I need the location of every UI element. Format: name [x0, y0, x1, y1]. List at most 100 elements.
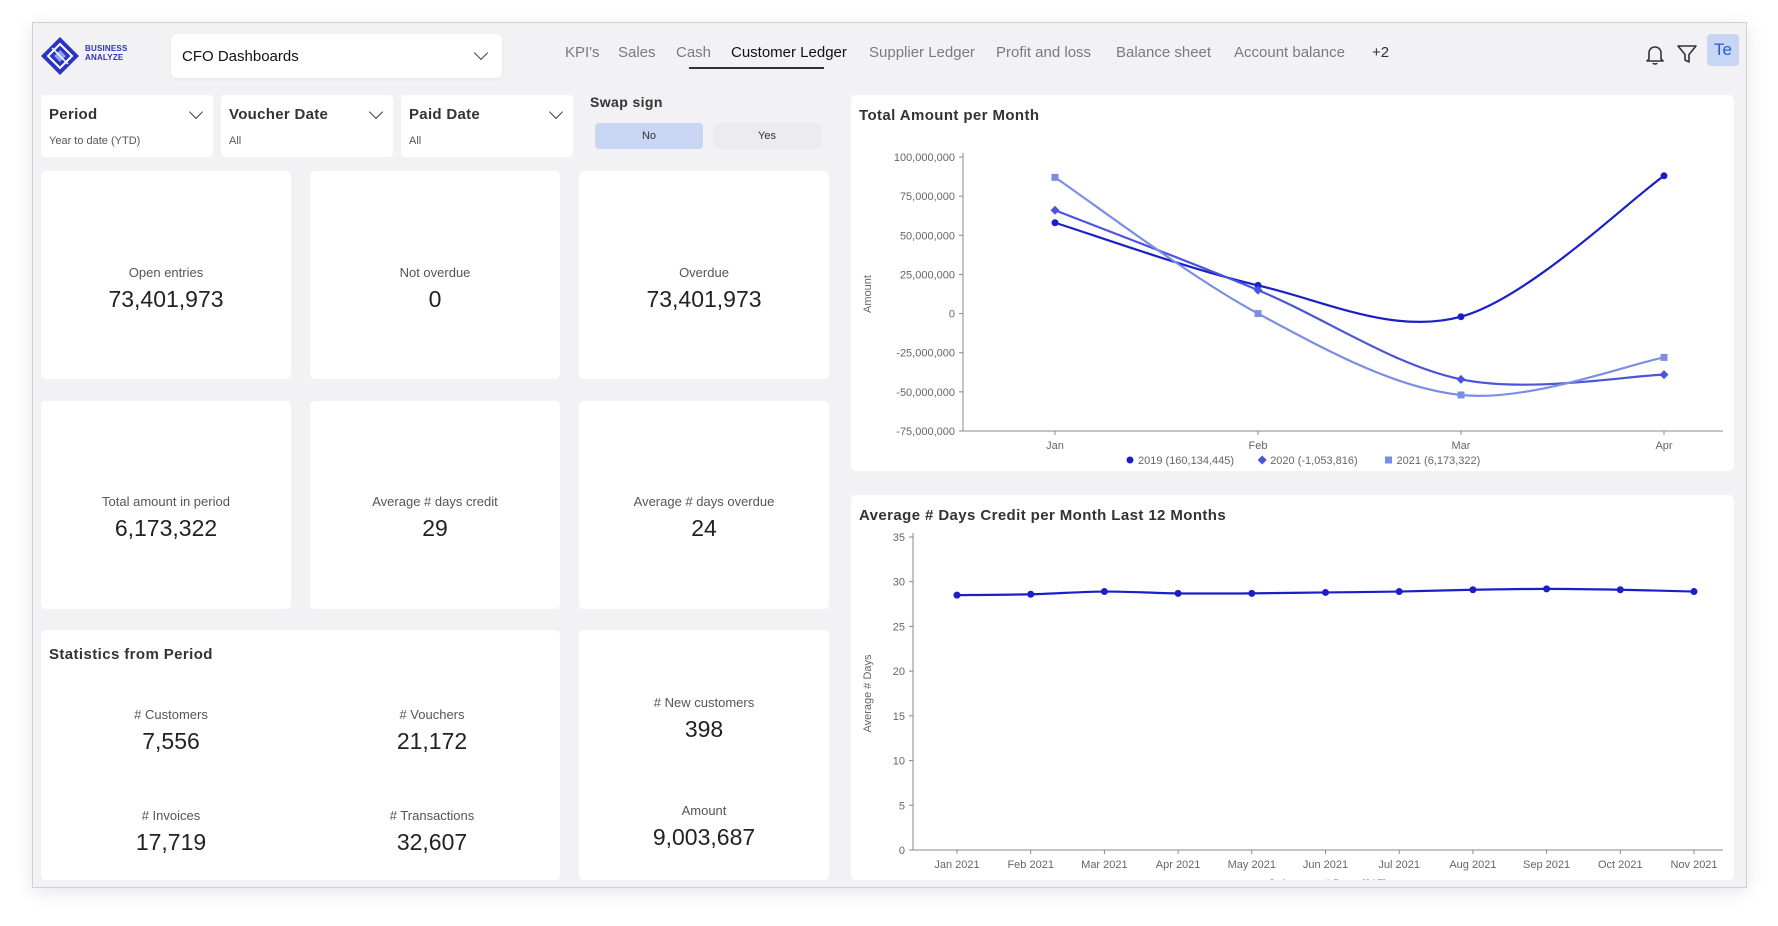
paid-date-filter[interactable]: Paid Date All	[401, 95, 573, 157]
data-point	[1253, 285, 1263, 295]
dashboard-select[interactable]: CFO Dashboards	[171, 34, 502, 78]
new-customers-value: 398	[684, 716, 724, 742]
data-point	[1385, 456, 1392, 464]
y-tick-label: -75,000,000	[896, 426, 955, 438]
tab-sales[interactable]: Sales	[618, 44, 656, 61]
x-tick-label: Sep 2021	[1523, 859, 1570, 871]
x-tick-label: Jan 2021	[934, 859, 979, 871]
y-tick-label: 20	[893, 666, 905, 678]
kpi-label: Average # days credit	[372, 494, 498, 509]
user-avatar[interactable]: Te	[1707, 34, 1739, 66]
stat-label-transactions: # Transactions	[389, 808, 475, 823]
tab-supplier-ledger[interactable]: Supplier Ledger	[869, 44, 975, 61]
x-tick-label: Feb 2021	[1007, 859, 1053, 871]
bell-icon[interactable]	[1643, 42, 1667, 66]
x-tick-label: Jan	[1046, 440, 1064, 452]
y-tick-label: 0	[949, 309, 955, 321]
new-customers-card: # New customers 398 Amount 9,003,687	[579, 630, 829, 880]
y-tick-label: 0	[899, 845, 905, 857]
filter-icon[interactable]	[1675, 42, 1699, 66]
total-amount-chart-card: Total Amount per Month 100,000,000 75,000…	[851, 95, 1734, 471]
statistics-title: Statistics from Period	[49, 646, 213, 663]
tab-customer-ledger[interactable]: Customer Ledger	[731, 44, 847, 61]
data-point	[1126, 456, 1134, 464]
data-point	[1050, 205, 1060, 215]
chevron-down-icon	[368, 104, 384, 120]
kpi-value: 73,401,973	[646, 286, 762, 312]
dashboard-select-value: CFO Dashboards	[182, 48, 299, 65]
kpi-label: Not overdue	[399, 265, 471, 280]
legend-entry: 2021 (6,173,322)	[1397, 455, 1481, 467]
swap-sign-no-button[interactable]: No	[595, 123, 703, 149]
data-point	[1456, 374, 1466, 384]
avg-days-chart-card: Average # Days Credit per Month Last 12 …	[851, 495, 1734, 880]
top-bar: BUSINESS ANALYZE CFO Dashboards KPI's Sa…	[33, 23, 1746, 83]
data-point	[1469, 586, 1477, 594]
tab-kpis[interactable]: KPI's	[565, 44, 600, 61]
stat-value-customers: 7,556	[142, 728, 200, 754]
period-filter[interactable]: Period Year to date (YTD)	[41, 95, 213, 157]
x-tick-label: Apr	[1655, 440, 1672, 452]
data-point	[1027, 590, 1035, 598]
swap-sign-yes-button[interactable]: Yes	[713, 123, 821, 149]
y-tick-label: 25	[893, 621, 905, 633]
data-point	[1543, 585, 1551, 593]
voucher-date-filter-title: Voucher Date	[229, 106, 329, 123]
kpi-value: 0	[428, 286, 442, 312]
x-tick-label: Mar	[1452, 440, 1471, 452]
tab-cash[interactable]: Cash	[676, 44, 712, 61]
x-tick-label: Feb	[1249, 440, 1268, 452]
data-point	[1254, 310, 1262, 318]
data-point	[1690, 588, 1698, 596]
amount-label: Amount	[681, 803, 727, 818]
chart-title: Total Amount per Month	[859, 107, 1040, 124]
business-analyze-logo[interactable]: BUSINESS ANALYZE	[39, 35, 131, 75]
kpi-value: 73,401,973	[108, 286, 224, 312]
data-point	[1322, 588, 1329, 596]
data-point	[1248, 589, 1256, 597]
amount-value: 9,003,687	[652, 824, 756, 850]
x-tick-label: Jul 2021	[1378, 859, 1420, 871]
stat-value-transactions: 32,607	[396, 829, 468, 855]
y-tick-label: 5	[899, 800, 905, 812]
period-filter-title: Period	[49, 106, 98, 123]
x-tick-label: May 2021	[1228, 859, 1276, 871]
tab-account-balance[interactable]: Account balance	[1234, 44, 1345, 61]
tab-profit-and-loss[interactable]: Profit and loss	[996, 44, 1092, 61]
paid-date-filter-title: Paid Date	[409, 106, 481, 123]
kpi-card-avg-days-credit: Average # days credit 29	[310, 401, 560, 609]
legend-entry: 2020 (-1,053,816)	[1270, 455, 1357, 467]
y-axis-label: Amount	[862, 275, 874, 313]
kpi-card-not-overdue: Not overdue 0	[310, 171, 560, 379]
legend-entry: Average # Days (317)	[1280, 878, 1387, 880]
kpi-value: 29	[422, 515, 448, 541]
app-window: BUSINESS ANALYZE CFO Dashboards KPI's Sa…	[32, 22, 1747, 888]
statistics-card: Statistics from Period # Customers 7,556…	[41, 630, 560, 880]
data-point	[1270, 879, 1274, 880]
tab-balance-sheet[interactable]: Balance sheet	[1116, 44, 1212, 61]
series-line	[1054, 174, 1665, 324]
kpi-label: Overdue	[679, 265, 729, 280]
voucher-date-filter[interactable]: Voucher Date All	[221, 95, 393, 157]
y-tick-label: 35	[893, 532, 905, 544]
x-tick-label: Aug 2021	[1449, 859, 1496, 871]
data-point	[1051, 219, 1059, 227]
x-tick-label: Apr 2021	[1156, 859, 1201, 871]
legend-entry: 2019 (160,134,445)	[1138, 455, 1234, 467]
kpi-value: 6,173,322	[114, 515, 218, 541]
data-point	[1257, 455, 1267, 465]
y-tick-label: 15	[893, 711, 905, 723]
data-point	[1457, 391, 1465, 399]
period-filter-value: Year to date (YTD)	[49, 135, 141, 147]
y-tick-label: -50,000,000	[896, 387, 955, 399]
kpi-label: Average # days overdue	[633, 494, 775, 509]
tab-more[interactable]: +2	[1372, 44, 1390, 61]
logo-line-2: ANALYZE	[85, 53, 124, 62]
active-tab-indicator	[689, 67, 824, 69]
data-point	[1616, 586, 1624, 594]
total-amount-chart: 100,000,000 75,000,000 50,000,000 25,000,00…	[862, 152, 1723, 467]
stat-label-invoices: # Invoices	[141, 808, 201, 823]
chevron-down-icon	[548, 104, 564, 120]
chart-title: Average # Days Credit per Month Last 12 …	[859, 507, 1227, 524]
kpi-label: Open entries	[128, 265, 204, 280]
